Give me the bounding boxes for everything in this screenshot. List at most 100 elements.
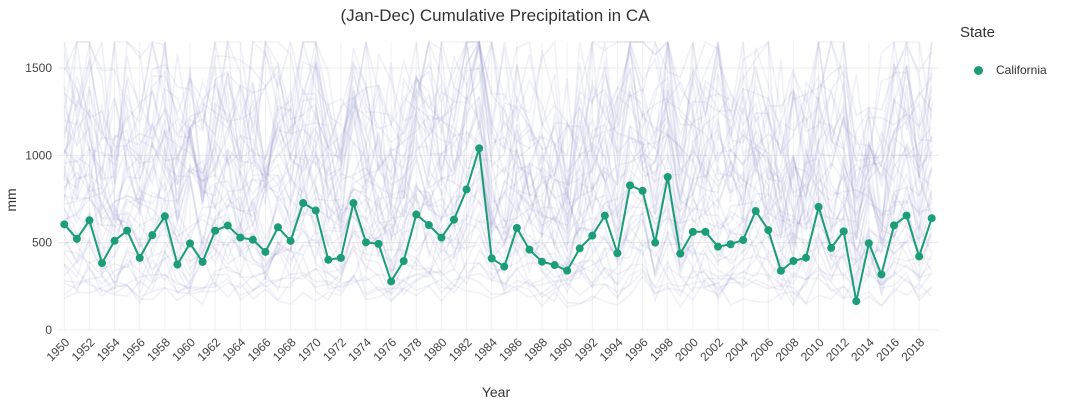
data-point[interactable] [600, 211, 609, 220]
data-point[interactable] [563, 266, 572, 275]
data-point[interactable] [60, 220, 69, 229]
data-point[interactable] [525, 245, 534, 254]
other-state-line [64, 128, 933, 252]
data-point[interactable] [387, 277, 396, 286]
y-tick-label: 1000 [25, 148, 52, 162]
data-point[interactable] [538, 257, 546, 266]
data-point[interactable] [864, 239, 873, 248]
x-tick-label: 1958 [144, 335, 173, 364]
x-tick-label: 2000 [672, 335, 701, 364]
other-state-line [63, 168, 933, 255]
data-point[interactable] [613, 249, 622, 258]
data-point[interactable] [500, 262, 509, 271]
data-point[interactable] [827, 243, 836, 252]
data-point[interactable] [776, 266, 785, 275]
x-tick-label: 1956 [119, 335, 148, 364]
data-point[interactable] [135, 253, 144, 262]
x-tick-label: 1978 [396, 335, 425, 364]
data-point[interactable] [789, 257, 798, 266]
data-point[interactable] [575, 244, 584, 253]
data-point[interactable] [512, 223, 521, 232]
data-point[interactable] [814, 202, 823, 211]
other-state-line [63, 149, 933, 281]
data-point[interactable] [475, 144, 484, 153]
x-tick-label: 1964 [220, 335, 249, 364]
y-tick-label: 1500 [25, 61, 52, 75]
data-point[interactable] [160, 212, 169, 221]
other-state-line [63, 46, 933, 234]
x-tick-label: 1962 [194, 335, 223, 364]
other-state-line [63, 274, 933, 309]
data-point[interactable] [173, 260, 182, 269]
other-state-line [63, 209, 933, 286]
data-point[interactable] [148, 231, 157, 240]
data-point[interactable] [764, 226, 773, 235]
data-point[interactable] [223, 221, 232, 230]
data-point[interactable] [286, 236, 295, 245]
data-point[interactable] [626, 181, 634, 190]
data-point[interactable] [311, 206, 320, 215]
other-state-line [63, 39, 933, 157]
data-point[interactable] [374, 239, 383, 248]
data-point[interactable] [714, 242, 722, 251]
data-point[interactable] [198, 257, 207, 266]
x-tick-label: 1960 [169, 335, 198, 364]
other-state-line [63, 219, 932, 302]
data-point[interactable] [236, 233, 245, 242]
other-state-line [63, 240, 933, 308]
data-point[interactable] [186, 239, 194, 248]
other-state-line [63, 60, 933, 205]
data-point[interactable] [663, 172, 672, 181]
data-point[interactable] [651, 238, 660, 247]
data-point[interactable] [890, 221, 898, 230]
data-point[interactable] [739, 236, 748, 245]
data-point[interactable] [550, 261, 559, 270]
data-point[interactable] [211, 226, 220, 235]
data-point[interactable] [362, 238, 370, 247]
data-point[interactable] [877, 270, 886, 279]
data-point[interactable] [123, 226, 132, 235]
data-point[interactable] [72, 234, 81, 243]
data-point[interactable] [839, 227, 848, 236]
data-point[interactable] [726, 240, 735, 249]
data-point[interactable] [902, 211, 911, 220]
data-point[interactable] [437, 233, 446, 242]
data-point[interactable] [324, 255, 333, 264]
data-point[interactable] [751, 207, 760, 216]
x-tick-label: 1954 [94, 335, 123, 364]
data-point[interactable] [336, 253, 345, 262]
data-point[interactable] [487, 254, 496, 263]
legend-marker [974, 65, 983, 75]
data-point[interactable] [349, 199, 358, 208]
data-point[interactable] [588, 231, 597, 240]
data-point[interactable] [110, 236, 119, 245]
data-point[interactable] [399, 257, 408, 266]
data-point[interactable] [85, 216, 94, 225]
other-states-lines [63, 38, 933, 309]
data-point[interactable] [676, 249, 685, 258]
data-point[interactable] [701, 227, 710, 236]
other-state-line [63, 38, 933, 209]
data-point[interactable] [638, 186, 647, 195]
legend-item-california[interactable]: California [974, 63, 1047, 77]
data-point[interactable] [412, 210, 421, 219]
data-point[interactable] [688, 227, 697, 236]
x-tick-label: 2018 [898, 335, 927, 364]
data-point[interactable] [274, 223, 282, 232]
data-point[interactable] [299, 199, 308, 208]
other-state-line [63, 108, 933, 262]
data-point[interactable] [424, 221, 433, 230]
data-point[interactable] [802, 253, 810, 262]
x-axis-ticks: 1950195219541956195819601962196419661968… [44, 335, 928, 364]
data-point[interactable] [927, 214, 936, 223]
data-point[interactable] [98, 259, 106, 268]
other-state-line [63, 171, 933, 278]
data-point[interactable] [462, 185, 471, 194]
data-point[interactable] [450, 215, 458, 224]
other-state-line [63, 130, 933, 248]
data-point[interactable] [852, 297, 861, 306]
data-point[interactable] [261, 247, 270, 256]
data-point[interactable] [915, 252, 924, 261]
data-point[interactable] [248, 235, 257, 244]
x-tick-label: 2006 [748, 335, 777, 364]
